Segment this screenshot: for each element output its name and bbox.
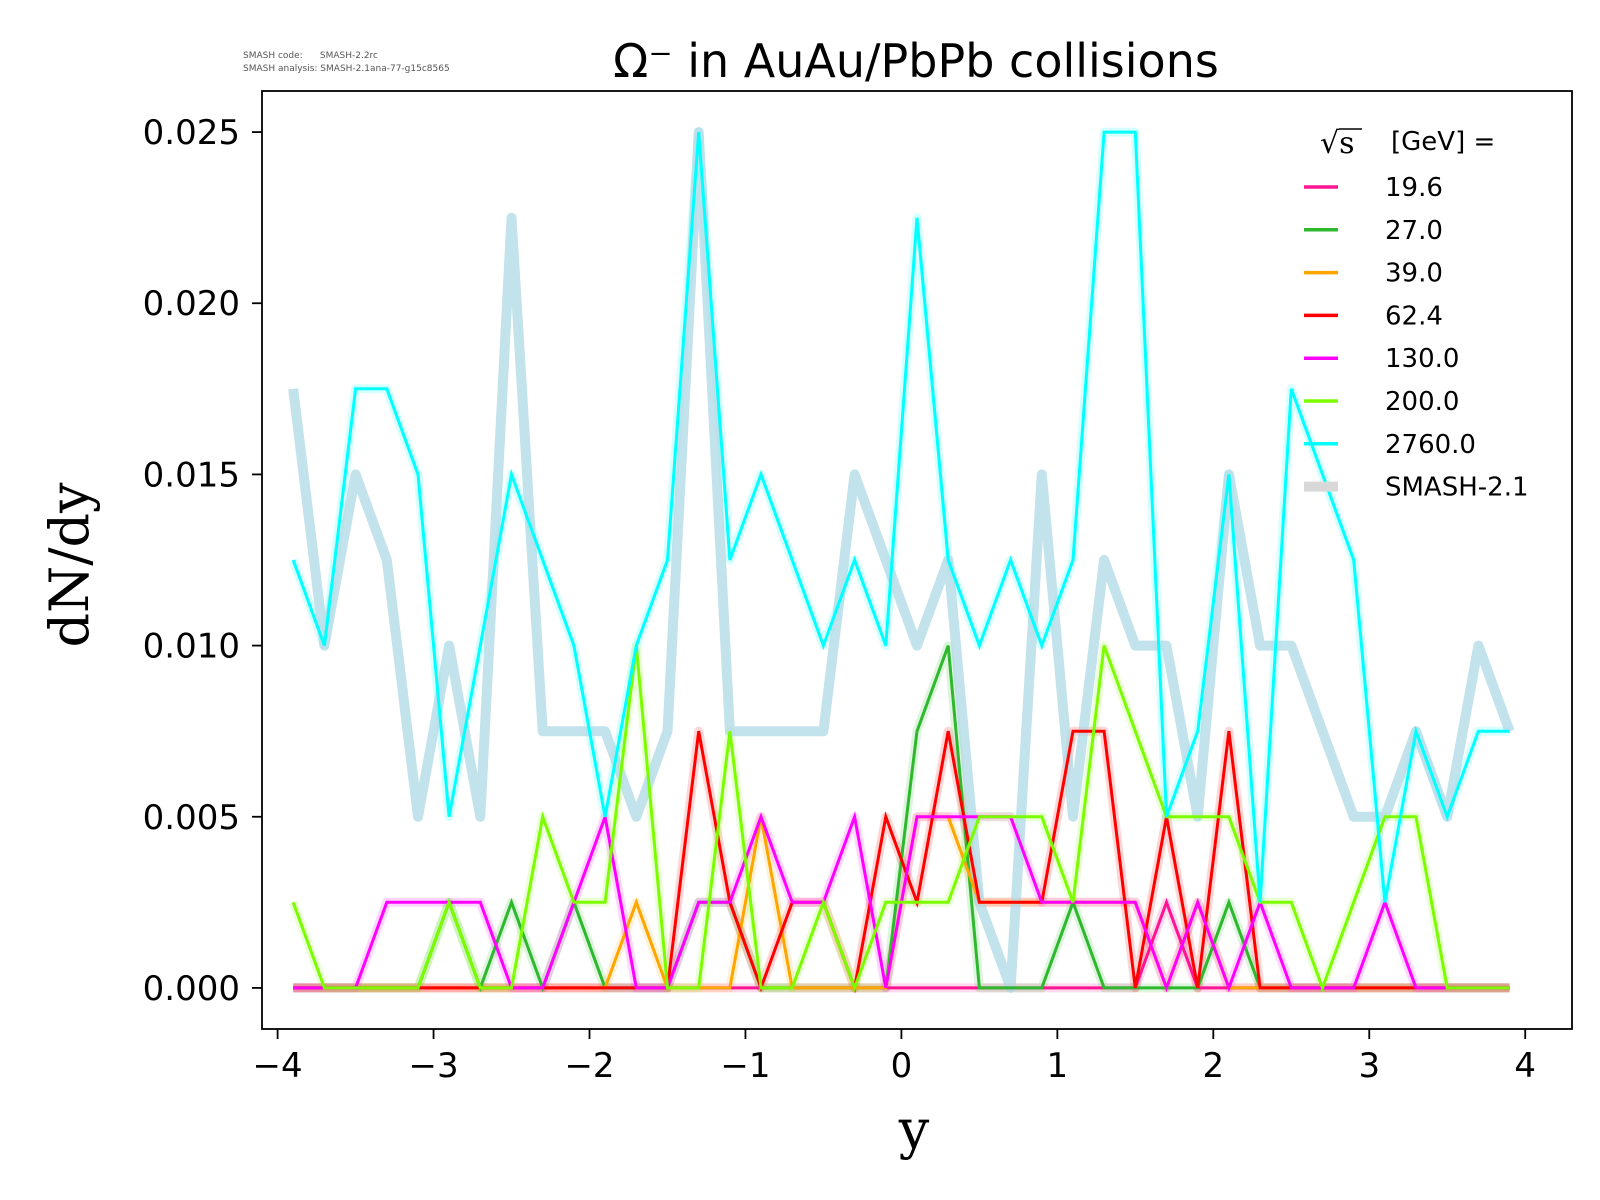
smash-code-label: SMASH code: SMASH-2.2rc <box>243 51 378 61</box>
x-tick-label: −2 <box>564 1046 614 1086</box>
smash-analysis-label: SMASH analysis: SMASH-2.1ana-77-g15c8565 <box>243 64 450 74</box>
y-tick-label: 0.020 <box>143 284 240 324</box>
series-layer <box>288 127 1515 994</box>
x-tick-label: 1 <box>1047 1046 1069 1086</box>
legend-label: 19.6 <box>1385 173 1443 203</box>
legend-label: 2760.0 <box>1385 430 1476 460</box>
x-tick-label: 3 <box>1358 1046 1380 1086</box>
x-tick-label: −1 <box>720 1046 770 1086</box>
x-tick-label: 4 <box>1514 1046 1536 1086</box>
legend-label: 200.0 <box>1385 387 1459 417</box>
x-tick-label: −3 <box>408 1046 458 1086</box>
legend-label: 39.0 <box>1385 259 1443 289</box>
y-tick-label: 0.005 <box>143 798 240 838</box>
x-tick-label: 0 <box>891 1046 913 1086</box>
x-tick-label: −4 <box>253 1046 303 1086</box>
series-line <box>291 130 1510 903</box>
chart-title: Ω⁻ in AuAu/PbPb collisions <box>613 34 1219 88</box>
series-line <box>291 645 1510 993</box>
legend-label: 130.0 <box>1385 344 1459 374</box>
y-tick-label: 0.010 <box>143 627 240 667</box>
series-line-smash-reference <box>288 127 1515 993</box>
legend-label: 62.4 <box>1385 301 1443 331</box>
x-axis-label: y <box>898 1098 930 1161</box>
legend-label: SMASH-2.1 <box>1385 473 1529 503</box>
legend: √s [GeV] = 19.6 27.0 39.0 62.4 130.0 200.0 276… <box>1304 126 1529 503</box>
x-axis: −4 −3 −2 −1 0 1 2 3 4 <box>253 1029 1536 1086</box>
legend-label: 27.0 <box>1385 216 1443 246</box>
y-tick-label: 0.015 <box>143 455 240 495</box>
y-tick-label: 0.025 <box>143 113 240 153</box>
y-axis: 0.000 0.005 0.010 0.015 0.020 0.025 <box>143 113 262 1009</box>
y-axis-label: dN/dy <box>38 482 101 648</box>
plot-frame <box>261 90 1573 1030</box>
legend-title-text: [GeV] = <box>1391 127 1495 157</box>
y-tick-label: 0.000 <box>143 969 240 1009</box>
legend-title-sqrt-symbol: √s <box>1320 126 1355 161</box>
x-tick-label: 2 <box>1202 1046 1224 1086</box>
